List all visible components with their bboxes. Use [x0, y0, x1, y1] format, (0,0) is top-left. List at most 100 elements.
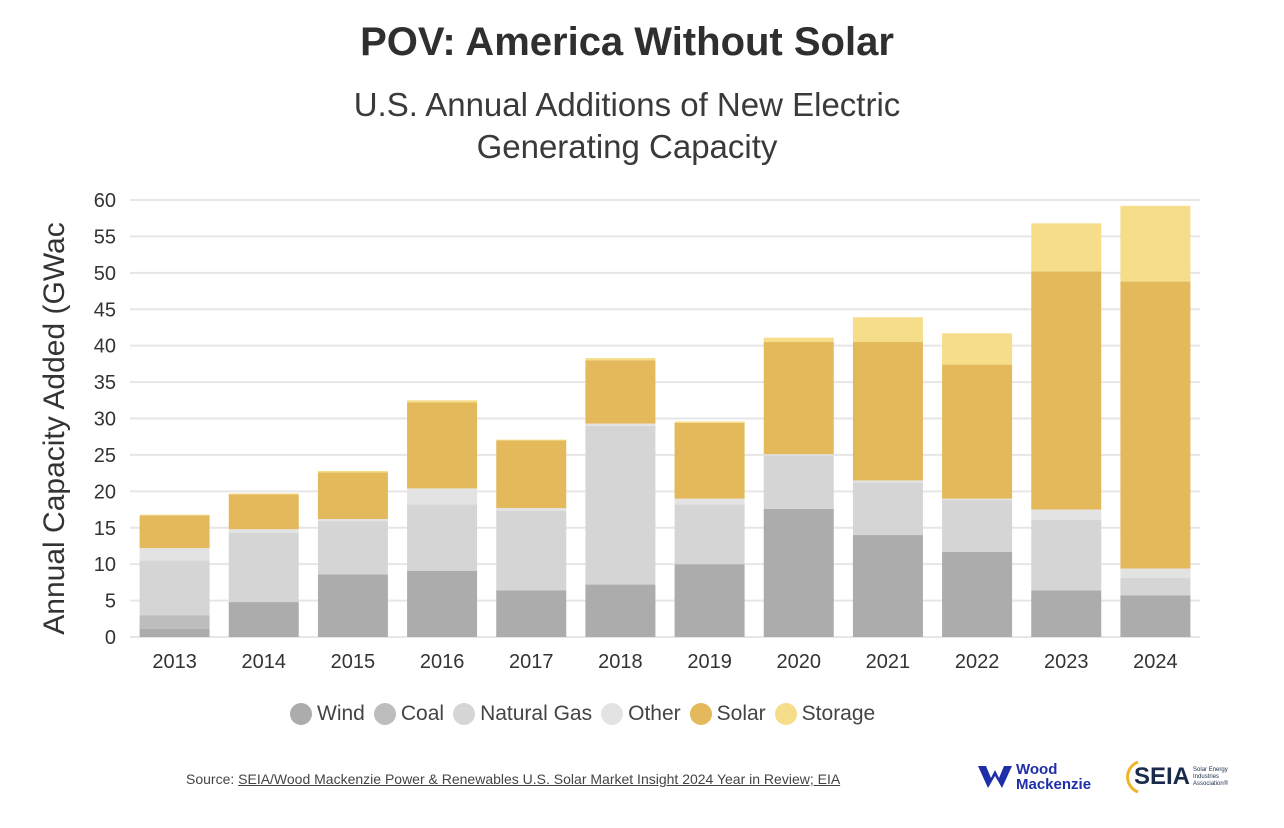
bar-natural-gas-2019 — [674, 504, 745, 565]
bar-other-2013 — [139, 548, 210, 561]
bar-wind-2022 — [942, 551, 1013, 637]
bar-wind-2021 — [852, 535, 923, 637]
legend-label-natural-gas: Natural Gas — [480, 702, 593, 725]
bar-wind-2018 — [585, 584, 656, 637]
legend-label-other: Other — [628, 702, 681, 725]
bar-natural-gas-2015 — [317, 521, 388, 575]
y-tick-label-35: 35 — [94, 372, 116, 394]
bar-wind-2014 — [228, 602, 299, 637]
bar-solar-2024 — [1120, 281, 1191, 569]
bar-solar-2017 — [496, 440, 567, 509]
legend-item-storage: Storage — [774, 702, 876, 726]
y-tick-label-25: 25 — [94, 445, 116, 467]
bar-storage-2014 — [228, 493, 299, 495]
y-tick-label-40: 40 — [94, 336, 116, 358]
x-tick-label-2015: 2015 — [331, 651, 376, 673]
bar-storage-2013 — [139, 514, 210, 516]
seia-fullname: Solar Energy Industries Association® — [1193, 767, 1228, 788]
bar-natural-gas-2013 — [139, 560, 210, 616]
bar-wind-2020 — [763, 508, 834, 637]
bar-solar-2021 — [852, 342, 923, 481]
legend-item-coal: Coal — [373, 702, 445, 726]
x-tick-label-2023: 2023 — [1044, 651, 1089, 673]
source-prefix: Source: — [186, 771, 239, 787]
bar-other-2016 — [407, 488, 478, 505]
x-tick-label-2020: 2020 — [777, 651, 822, 673]
bar-natural-gas-2017 — [496, 510, 567, 591]
bar-natural-gas-2014 — [228, 532, 299, 603]
legend-label-coal: Coal — [400, 702, 445, 725]
bar-storage-2015 — [317, 470, 388, 473]
seia-small-1: Solar Energy — [1193, 766, 1228, 773]
legend-label-wind: Wind — [317, 702, 365, 725]
bar-natural-gas-2022 — [942, 500, 1013, 552]
legend-item-natural-gas: Natural Gas — [453, 702, 592, 726]
legend-label-storage: Storage — [801, 702, 876, 725]
y-axis-label: Annual Capacity Added (GWac — [38, 222, 71, 634]
subtitle-line-2: Generating Capacity — [476, 128, 778, 165]
bar-other-2024 — [1120, 568, 1191, 579]
bar-storage-2021 — [852, 317, 923, 343]
legend-item-wind: Wind — [290, 702, 365, 726]
bar-wind-2016 — [407, 570, 478, 637]
subtitle-line-1: U.S. Annual Additions of New Electric — [353, 86, 901, 123]
bar-other-2014 — [228, 529, 299, 533]
bar-wind-2013 — [139, 628, 210, 637]
bar-natural-gas-2024 — [1120, 578, 1191, 596]
bar-wind-2024 — [1120, 595, 1191, 637]
bar-solar-2019 — [674, 422, 745, 499]
x-tick-label-2016: 2016 — [420, 651, 465, 673]
legend-swatch-storage — [774, 703, 797, 725]
bar-solar-2014 — [228, 494, 299, 530]
bar-storage-2017 — [496, 439, 567, 441]
bar-storage-2018 — [585, 358, 656, 361]
seia-wordmark: SEIA — [1134, 763, 1191, 790]
y-tick-label-45: 45 — [94, 299, 116, 321]
legend-swatch-other — [601, 703, 624, 725]
bar-solar-2016 — [407, 402, 478, 489]
bar-natural-gas-2021 — [852, 482, 923, 536]
wood-mackenzie-logo: Wood Mackenzie — [978, 762, 1091, 792]
bar-wind-2023 — [1031, 590, 1102, 637]
y-tick-label-60: 60 — [94, 190, 116, 212]
bar-other-2020 — [763, 454, 834, 456]
bar-storage-2019 — [674, 421, 745, 423]
legend-swatch-natural-gas — [453, 703, 476, 725]
x-tick-label-2024: 2024 — [1133, 651, 1178, 673]
bar-other-2021 — [852, 480, 923, 483]
bar-other-2019 — [674, 498, 745, 505]
bar-natural-gas-2020 — [763, 455, 834, 509]
source-link[interactable]: SEIA/Wood Mackenzie Power & Renewables U… — [238, 771, 841, 787]
chart-legend: Wind Coal Natural Gas Other Solar Storag… — [290, 702, 884, 726]
bar-storage-2024 — [1120, 205, 1191, 282]
stacked-bar-chart: 0 5 10 15 20 25 30 35 40 45 50 55 60 Annual Capacity … — [38, 190, 1200, 673]
seia-sun-arc-icon — [1126, 760, 1139, 794]
y-tick-label-10: 10 — [94, 554, 116, 576]
legend-swatch-wind — [290, 703, 312, 725]
y-tick-label-5: 5 — [105, 591, 116, 613]
source-note: Source: SEIA/Wood Mackenzie Power & Rene… — [186, 771, 840, 787]
y-tick-label-55: 55 — [94, 226, 116, 248]
legend-item-solar: Solar — [689, 702, 766, 726]
bar-wind-2019 — [674, 564, 745, 637]
bar-other-2015 — [317, 519, 388, 522]
bar-other-2023 — [1031, 509, 1102, 520]
x-tick-label-2022: 2022 — [955, 651, 1000, 673]
bar-natural-gas-2016 — [407, 504, 478, 571]
legend-swatch-solar — [689, 703, 712, 725]
chart-subtitle: U.S. Annual Additions of New Electric Ge… — [0, 84, 1254, 168]
x-tick-label-2014: 2014 — [242, 651, 287, 673]
x-tick-label-2021: 2021 — [866, 651, 911, 673]
y-tick-label-0: 0 — [105, 627, 116, 649]
legend-item-other: Other — [601, 702, 681, 726]
x-tick-label-2017: 2017 — [509, 651, 554, 673]
wm-line-1: Wood — [1016, 761, 1058, 778]
y-tick-label-30: 30 — [94, 409, 116, 431]
bar-solar-2023 — [1031, 271, 1102, 510]
wood-mackenzie-mark-icon — [978, 766, 1012, 788]
bar-solar-2013 — [139, 515, 210, 549]
bar-storage-2022 — [942, 333, 1013, 365]
seia-logo: SEIA Solar Energy Industries Association… — [1116, 760, 1228, 794]
bar-coal-2013 — [139, 615, 210, 629]
bar-storage-2023 — [1031, 223, 1102, 272]
